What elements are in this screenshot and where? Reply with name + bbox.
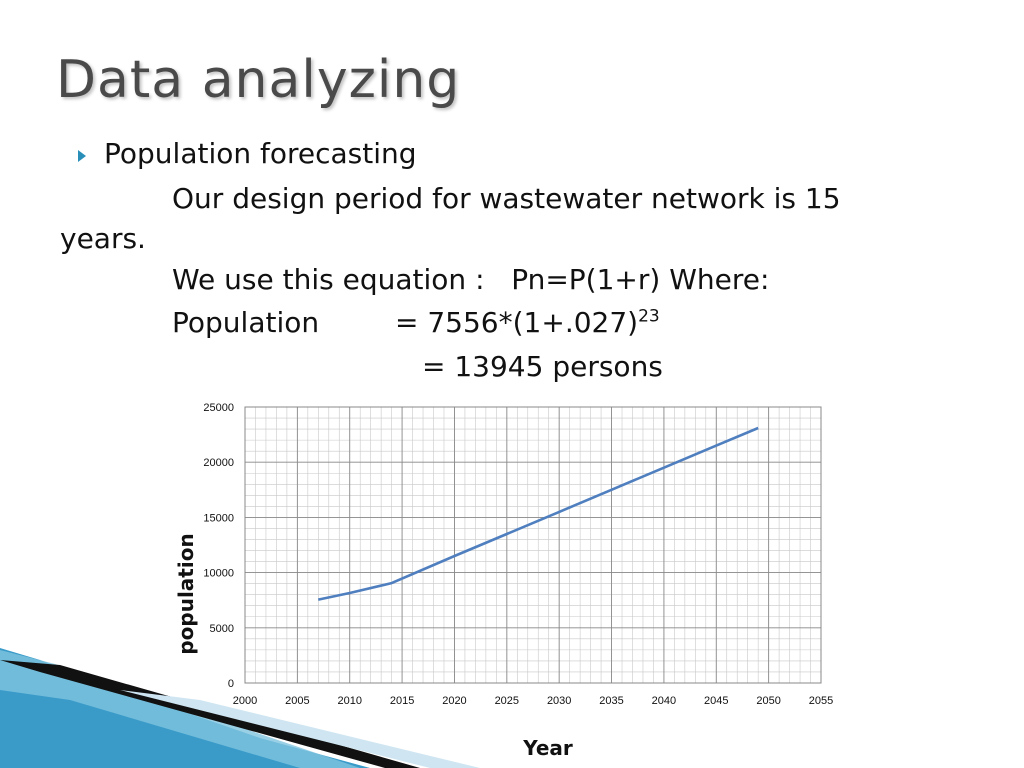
x-tick-label: 2055: [809, 695, 833, 707]
y-tick-label: 10000: [203, 568, 234, 580]
text-line-1: Our design period for wastewater network…: [172, 182, 841, 215]
y-tick-labels: 0 5000 10000 15000 20000 25000: [203, 402, 234, 690]
y-tick-label: 20000: [203, 457, 234, 469]
x-tick-label: 2005: [285, 695, 309, 707]
series-line: [318, 426, 759, 601]
x-tick-label: 2000: [233, 695, 257, 707]
minor-grid: [244, 406, 822, 684]
x-tick-label: 2050: [756, 695, 780, 707]
plot-frame: [244, 406, 822, 684]
x-tick-label: 2040: [652, 695, 676, 707]
text-line-5: = 13945 persons: [422, 350, 663, 383]
bullet-arrow-icon: [78, 150, 86, 162]
x-tick-label: 2020: [442, 695, 466, 707]
x-tick-label: 2025: [495, 695, 519, 707]
x-tick-label: 2010: [337, 695, 361, 707]
x-tick-label: 2015: [390, 695, 414, 707]
y-tick-label: 15000: [203, 512, 234, 524]
slide-title: Data analyzing: [56, 50, 461, 110]
x-tick-label: 2030: [547, 695, 571, 707]
y-tick-label: 0: [228, 678, 234, 690]
swoosh-dark: [0, 660, 420, 768]
bullet-text: Population forecasting: [104, 137, 417, 170]
y-tick-label: 5000: [210, 623, 234, 635]
text-line-3: We use this equation : Pn=P(1+r) Where:: [172, 263, 770, 296]
swoosh-blue: [0, 648, 370, 768]
equation-base: = 7556*(1+.027): [395, 306, 639, 339]
decor-swoosh: [0, 648, 480, 768]
text-line-2: years.: [60, 222, 146, 255]
x-tick-labels: 2000 2005 2010 2015 2020 2025 2030 2035 2040 2045…: [233, 695, 833, 707]
x-axis-title: Year: [522, 736, 573, 760]
y-axis-title: population: [174, 533, 198, 654]
swoosh-pale: [120, 690, 480, 768]
x-tick-label: 2045: [704, 695, 728, 707]
x-tick-label: 2035: [599, 695, 623, 707]
text-line-4-label: Population: [172, 306, 320, 339]
equation-exponent: 23: [638, 306, 660, 327]
text-line-4-equation: = 7556*(1+.027)23: [395, 306, 660, 339]
y-tick-label: 25000: [203, 402, 234, 414]
major-grid: [244, 406, 822, 684]
